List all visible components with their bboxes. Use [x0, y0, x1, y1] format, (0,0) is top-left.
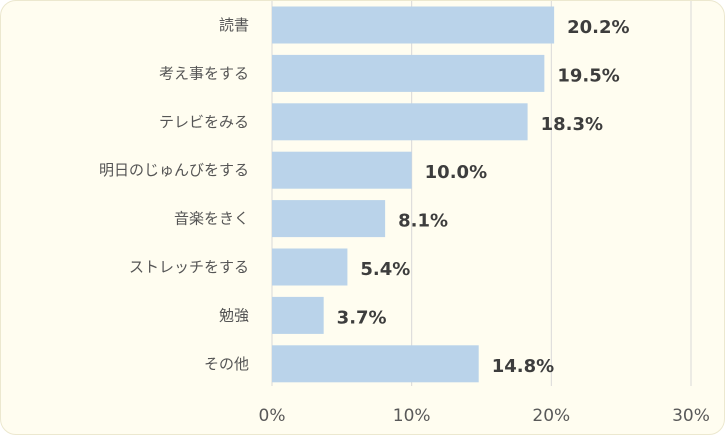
bar	[272, 296, 324, 334]
x-tick-label: 30%	[672, 406, 710, 426]
bar	[272, 345, 479, 383]
data-label: 8.1%	[398, 211, 448, 232]
bar	[272, 151, 412, 189]
category-label: ストレッチをする	[129, 258, 249, 276]
data-label: 20.2%	[567, 17, 629, 38]
category-label: 読書	[219, 16, 249, 34]
bar	[272, 54, 545, 92]
category-labels: 読書考え事をするテレビをみる明日のじゅんびをする音楽をきくストレッチをする勉強そ…	[99, 16, 249, 373]
data-label: 3.7%	[337, 307, 387, 328]
bar	[272, 6, 555, 44]
category-label: 勉強	[219, 306, 249, 324]
data-label: 19.5%	[557, 65, 619, 86]
data-label: 18.3%	[541, 114, 603, 135]
data-label: 5.4%	[360, 259, 410, 280]
category-label: 考え事をする	[159, 64, 249, 82]
x-tick-label: 20%	[532, 406, 570, 426]
data-label: 14.8%	[492, 356, 554, 377]
x-axis-ticks: 0% 10% 20% 30%	[259, 406, 710, 426]
bar	[272, 200, 386, 238]
bar	[272, 103, 528, 141]
category-label: その他	[204, 355, 249, 373]
category-label: 明日のじゅんびをする	[99, 161, 249, 179]
bar	[272, 248, 348, 286]
data-label: 10.0%	[425, 162, 487, 183]
x-tick-label: 10%	[393, 406, 431, 426]
data-labels: 20.2% 19.5% 18.3% 10.0% 8.1% 5.4% 3.7% 14.8%	[337, 17, 630, 377]
category-label: テレビをみる	[159, 113, 249, 131]
x-tick-label: 0%	[259, 406, 286, 426]
bars	[272, 6, 555, 383]
category-label: 音楽をきく	[174, 210, 249, 228]
